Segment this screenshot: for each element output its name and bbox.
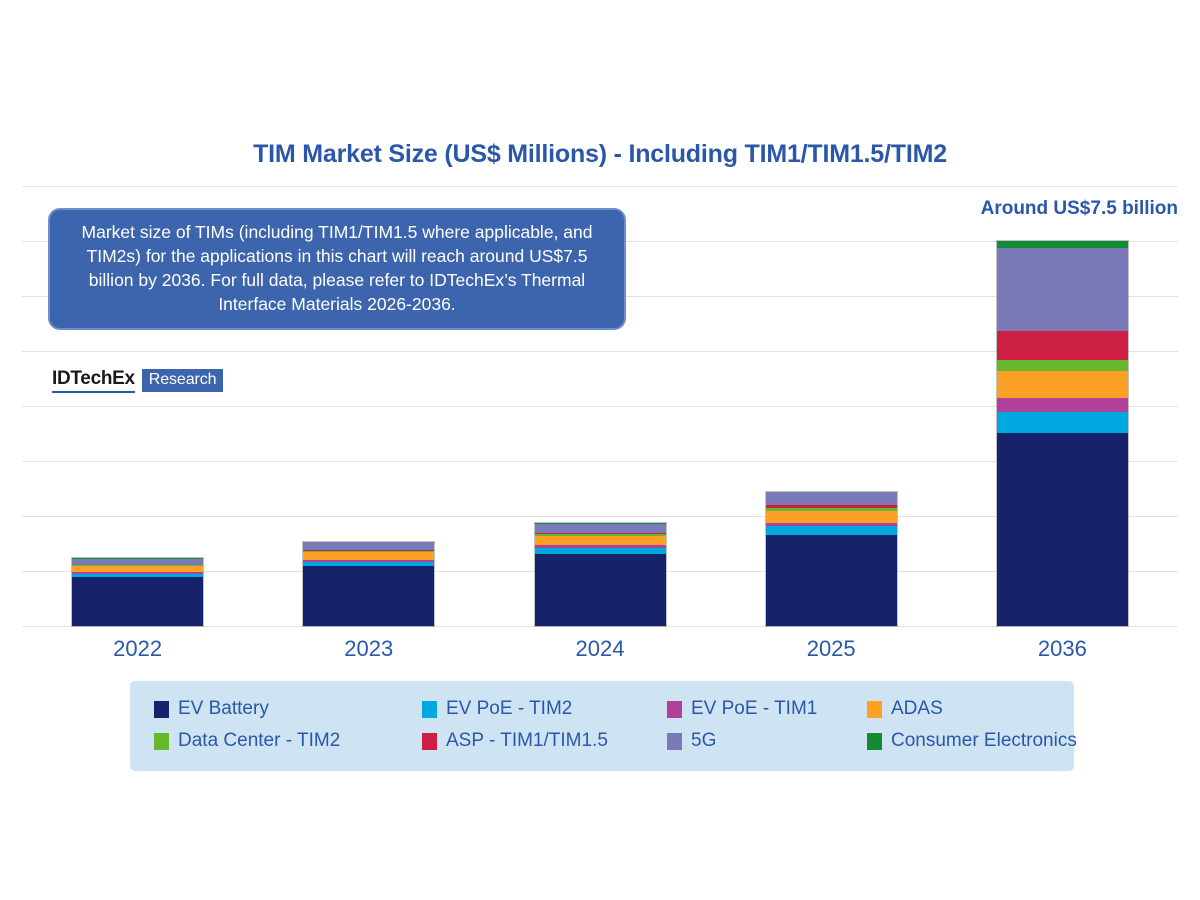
- bar-segment[interactable]: [997, 432, 1128, 626]
- legend-item[interactable]: EV PoE - TIM1: [643, 698, 843, 720]
- bar-segment[interactable]: [766, 534, 897, 626]
- bar-stack-2022[interactable]: [71, 557, 204, 627]
- bar-segment[interactable]: [997, 412, 1128, 433]
- bar-segment[interactable]: [535, 523, 666, 533]
- bar-segment[interactable]: [72, 577, 203, 626]
- legend-item[interactable]: EV Battery: [130, 698, 398, 720]
- logo-wordmark: IDTechEx: [52, 368, 135, 393]
- legend-item[interactable]: Data Center - TIM2: [130, 730, 398, 752]
- x-axis-label-2036: 2036: [1037, 636, 1087, 661]
- bar-segment[interactable]: [535, 523, 666, 524]
- bar-stack-2025[interactable]: [765, 490, 898, 628]
- bar-segment[interactable]: [997, 331, 1128, 361]
- legend-label: EV Battery: [178, 698, 269, 719]
- bar-segment[interactable]: [997, 398, 1128, 413]
- gridline: [22, 351, 1178, 352]
- legend-swatch-icon: [154, 732, 169, 750]
- bar-segment[interactable]: [535, 533, 666, 536]
- legend-swatch-icon: [667, 732, 682, 750]
- x-axis-label-2024: 2024: [575, 636, 625, 661]
- x-axis-label-2023: 2023: [344, 636, 394, 661]
- bar-stack-2024[interactable]: [534, 522, 667, 627]
- legend-item[interactable]: Consumer Electronics: [843, 730, 1077, 752]
- bar-stack-2036[interactable]: [996, 240, 1129, 627]
- idtechex-logo: IDTechEx Research: [52, 368, 224, 393]
- x-axis-labels: 2022 2023 2024 2025 2036: [22, 636, 1178, 672]
- legend-swatch-icon: [867, 700, 882, 718]
- legend-label: Data Center - TIM2: [178, 730, 341, 751]
- legend-label: ASP - TIM1/TIM1.5: [446, 730, 608, 751]
- bars-layer: [22, 186, 1178, 628]
- bar-annotation-2036: Around US$7.5 billion: [980, 198, 1178, 219]
- legend-swatch-icon: [867, 732, 882, 750]
- callout-text: Market size of TIMs (including TIM1/TIM1…: [81, 222, 593, 314]
- bar-segment[interactable]: [766, 507, 897, 511]
- bar-segment[interactable]: [535, 532, 666, 534]
- chart-legend: EV Battery EV PoE - TIM2 EV PoE - TIM1 ADAS…: [130, 681, 1077, 771]
- legend-row: EV Battery EV PoE - TIM2 EV PoE - TIM1 ADAS: [130, 693, 1074, 725]
- gridline: [22, 186, 1178, 187]
- bar-segment[interactable]: [535, 547, 666, 554]
- bar-segment[interactable]: [997, 360, 1128, 372]
- gridline: [22, 626, 1178, 627]
- callout-box: Market size of TIMs (including TIM1/TIM1…: [48, 208, 626, 330]
- bar-segment[interactable]: [997, 241, 1128, 248]
- legend-item[interactable]: ASP - TIM1/TIM1.5: [398, 730, 643, 752]
- bar-segment[interactable]: [766, 522, 897, 527]
- legend-label: 5G: [691, 730, 717, 751]
- bar-stack-2023[interactable]: [302, 540, 435, 628]
- gridline: [22, 406, 1178, 407]
- bar-segment[interactable]: [766, 510, 897, 523]
- legend-label: Consumer Electronics: [891, 730, 1077, 751]
- bar-segment[interactable]: [997, 247, 1128, 332]
- legend-swatch-icon: [422, 700, 437, 718]
- bar-segment[interactable]: [303, 550, 434, 553]
- bar-segment[interactable]: [72, 566, 203, 573]
- bar-segment[interactable]: [535, 545, 666, 548]
- bar-segment[interactable]: [766, 505, 897, 508]
- legend-label: EV PoE - TIM2: [446, 698, 573, 719]
- gridline: [22, 461, 1178, 462]
- legend-swatch-icon: [667, 700, 682, 718]
- bar-segment[interactable]: [72, 565, 203, 567]
- legend-swatch-icon: [154, 700, 169, 718]
- legend-item[interactable]: EV PoE - TIM2: [398, 698, 643, 720]
- bar-segment[interactable]: [535, 535, 666, 546]
- legend-label: EV PoE - TIM1: [691, 698, 818, 719]
- legend-row: Data Center - TIM2 ASP - TIM1/TIM1.5 5G Con…: [130, 725, 1077, 757]
- bar-segment[interactable]: [303, 566, 434, 626]
- logo-research-badge: Research: [141, 369, 224, 392]
- legend-swatch-icon: [422, 732, 437, 750]
- bar-segment[interactable]: [72, 564, 203, 566]
- x-axis-label-2022: 2022: [113, 636, 163, 661]
- bar-segment[interactable]: [303, 549, 434, 551]
- bar-segment[interactable]: [303, 542, 434, 550]
- bar-segment[interactable]: [303, 559, 434, 562]
- bar-segment[interactable]: [766, 526, 897, 535]
- legend-item[interactable]: 5G: [643, 730, 843, 752]
- bar-segment[interactable]: [997, 371, 1128, 399]
- bar-segment[interactable]: [766, 492, 897, 506]
- bar-segment[interactable]: [303, 561, 434, 567]
- gridline: [22, 516, 1178, 517]
- legend-label: ADAS: [891, 698, 943, 719]
- bar-segment[interactable]: [766, 491, 897, 493]
- x-axis-label-2025: 2025: [806, 636, 856, 661]
- legend-item[interactable]: ADAS: [843, 698, 1074, 720]
- bar-segment[interactable]: [72, 573, 203, 578]
- bar-segment[interactable]: [535, 553, 666, 626]
- page-title: TIM Market Size (US$ Millions) - Includi…: [253, 140, 947, 168]
- bar-segment[interactable]: [72, 558, 203, 565]
- bar-segment[interactable]: [303, 552, 434, 560]
- bar-segment[interactable]: [72, 572, 203, 574]
